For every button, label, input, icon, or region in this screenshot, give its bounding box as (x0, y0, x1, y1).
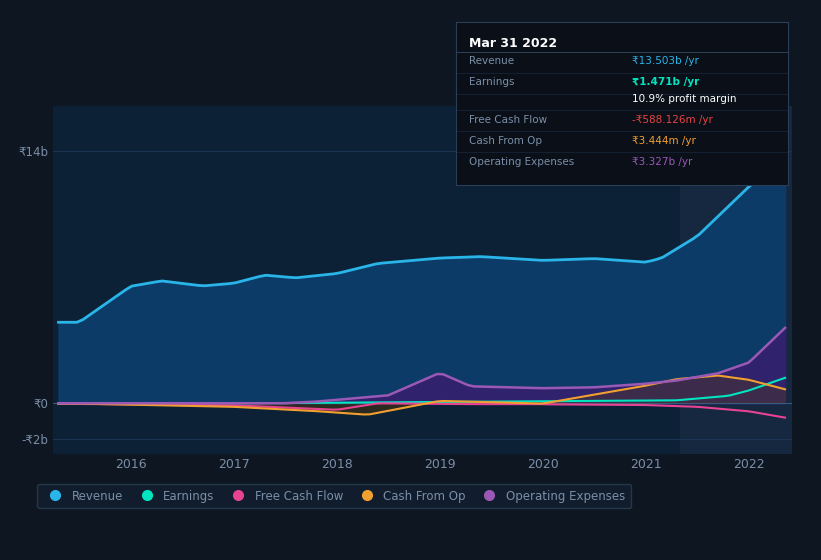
Text: 10.9% profit margin: 10.9% profit margin (632, 94, 736, 104)
Text: ₹3.327b /yr: ₹3.327b /yr (632, 157, 692, 167)
Text: -₹588.126m /yr: -₹588.126m /yr (632, 115, 713, 125)
Text: Mar 31 2022: Mar 31 2022 (469, 37, 557, 50)
Legend: Revenue, Earnings, Free Cash Flow, Cash From Op, Operating Expenses: Revenue, Earnings, Free Cash Flow, Cash … (38, 484, 631, 508)
Text: Earnings: Earnings (469, 77, 515, 87)
Text: ₹1.471b /yr: ₹1.471b /yr (632, 77, 699, 87)
Text: Operating Expenses: Operating Expenses (469, 157, 574, 167)
Text: Free Cash Flow: Free Cash Flow (469, 115, 547, 125)
Text: ₹3.444m /yr: ₹3.444m /yr (632, 136, 695, 146)
Text: ₹13.503b /yr: ₹13.503b /yr (632, 57, 699, 67)
Bar (680, 106, 796, 454)
Text: Revenue: Revenue (469, 57, 514, 67)
Text: Cash From Op: Cash From Op (469, 136, 542, 146)
